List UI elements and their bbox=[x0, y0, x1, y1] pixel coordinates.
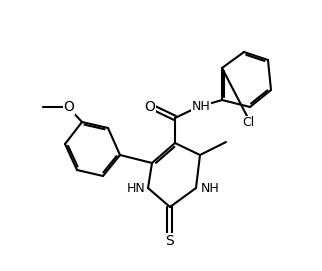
Text: O: O bbox=[63, 100, 74, 114]
Text: NH: NH bbox=[201, 182, 219, 195]
Text: O: O bbox=[145, 100, 156, 114]
Text: NH: NH bbox=[192, 101, 210, 114]
Text: S: S bbox=[166, 234, 175, 248]
Text: Cl: Cl bbox=[242, 117, 254, 130]
Text: HN: HN bbox=[127, 182, 145, 195]
